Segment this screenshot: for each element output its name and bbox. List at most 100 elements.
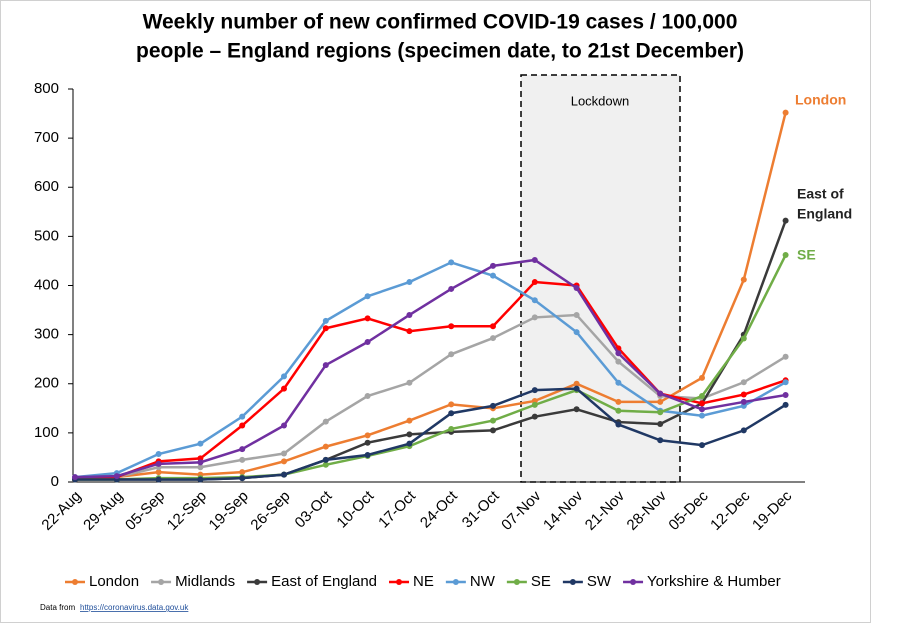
- point: [782, 379, 789, 386]
- point: [740, 276, 747, 283]
- point: [531, 279, 538, 286]
- source-prefix: Data from: [40, 603, 75, 612]
- point: [155, 450, 162, 457]
- x-tick-label: 19-Sep: [206, 488, 252, 534]
- point: [239, 475, 246, 482]
- point: [406, 311, 413, 318]
- point: [573, 380, 580, 387]
- y-tick-label: 200: [34, 375, 59, 392]
- point: [448, 425, 455, 432]
- point: [113, 473, 120, 480]
- point: [364, 315, 371, 322]
- x-tick-label: 12-Dec: [707, 487, 754, 534]
- legend-marker: [396, 579, 403, 585]
- point: [322, 362, 329, 369]
- point: [239, 422, 246, 429]
- point: [615, 379, 622, 386]
- point: [531, 413, 538, 420]
- y-tick-label: 700: [34, 129, 59, 146]
- point: [364, 393, 371, 400]
- x-tick-label: 21-Nov: [582, 487, 629, 534]
- legend-marker: [72, 579, 78, 585]
- point: [782, 392, 789, 399]
- frame: [0, 0, 871, 623]
- point: [740, 398, 747, 405]
- x-tick-label: 10-Oct: [333, 487, 377, 531]
- point: [531, 401, 538, 408]
- point: [364, 293, 371, 300]
- legend-label: Midlands: [175, 573, 235, 590]
- point: [322, 461, 329, 468]
- point: [322, 443, 329, 450]
- point: [448, 410, 455, 417]
- point: [281, 458, 287, 465]
- point: [448, 259, 455, 266]
- legend-label: SW: [587, 573, 612, 590]
- source-link[interactable]: https://coronavirus.data.gov.uk: [80, 603, 189, 612]
- x-tick-label: 17-Oct: [375, 487, 419, 531]
- point: [281, 471, 287, 478]
- y-tick-label: 300: [34, 326, 59, 343]
- point: [197, 459, 204, 466]
- legend-marker: [569, 579, 576, 585]
- x-tick-label: 03-Oct: [292, 487, 336, 531]
- y-tick-label: 600: [34, 178, 59, 195]
- point: [239, 469, 246, 476]
- point: [699, 406, 705, 413]
- point: [448, 323, 455, 330]
- annotation: East of: [797, 186, 844, 202]
- point: [782, 353, 789, 360]
- chart-title-line: people – England regions (specimen date,…: [136, 40, 744, 63]
- point: [490, 272, 496, 279]
- point: [364, 432, 371, 439]
- point: [322, 317, 329, 324]
- series-line: [75, 254, 787, 481]
- point: [281, 450, 287, 457]
- point: [615, 421, 622, 428]
- point: [615, 398, 622, 405]
- point: [699, 400, 705, 407]
- point: [155, 476, 162, 483]
- point: [531, 314, 538, 321]
- point: [657, 409, 664, 416]
- lockdown-label: Lockdown: [571, 93, 630, 108]
- legend-label: SE: [531, 573, 551, 590]
- lockdown-box: [520, 74, 681, 483]
- legend-label: London: [89, 573, 139, 590]
- point: [531, 256, 538, 263]
- series-line: [74, 261, 787, 479]
- point: [531, 297, 538, 304]
- x-tick-label: 05-Dec: [665, 487, 712, 534]
- legend-label: East of England: [271, 573, 377, 590]
- point: [740, 335, 747, 342]
- point: [657, 390, 664, 397]
- point: [197, 476, 204, 483]
- point: [490, 417, 496, 424]
- point: [699, 374, 705, 381]
- x-tick-label: 28-Nov: [624, 487, 671, 534]
- point: [322, 456, 329, 463]
- legend-marker: [158, 579, 165, 585]
- point: [239, 413, 246, 420]
- x-tick-label: 12-Sep: [164, 488, 210, 534]
- point: [155, 469, 162, 476]
- legend-marker: [513, 579, 520, 585]
- y-tick-label: 400: [34, 276, 59, 293]
- y-tick-label: 500: [34, 227, 59, 244]
- point: [239, 446, 246, 453]
- point: [406, 379, 413, 386]
- legend-label: NE: [413, 573, 434, 590]
- point: [782, 109, 789, 116]
- point: [406, 328, 413, 335]
- annotation: SE: [797, 247, 816, 263]
- x-tick-label: 22-Aug: [38, 488, 84, 534]
- x-tick-label: 14-Nov: [540, 487, 587, 534]
- point: [657, 421, 664, 428]
- point: [740, 391, 747, 398]
- point: [490, 402, 496, 409]
- point: [322, 418, 329, 425]
- point: [448, 401, 455, 408]
- series-line: [74, 112, 787, 480]
- legend-marker: [452, 579, 459, 585]
